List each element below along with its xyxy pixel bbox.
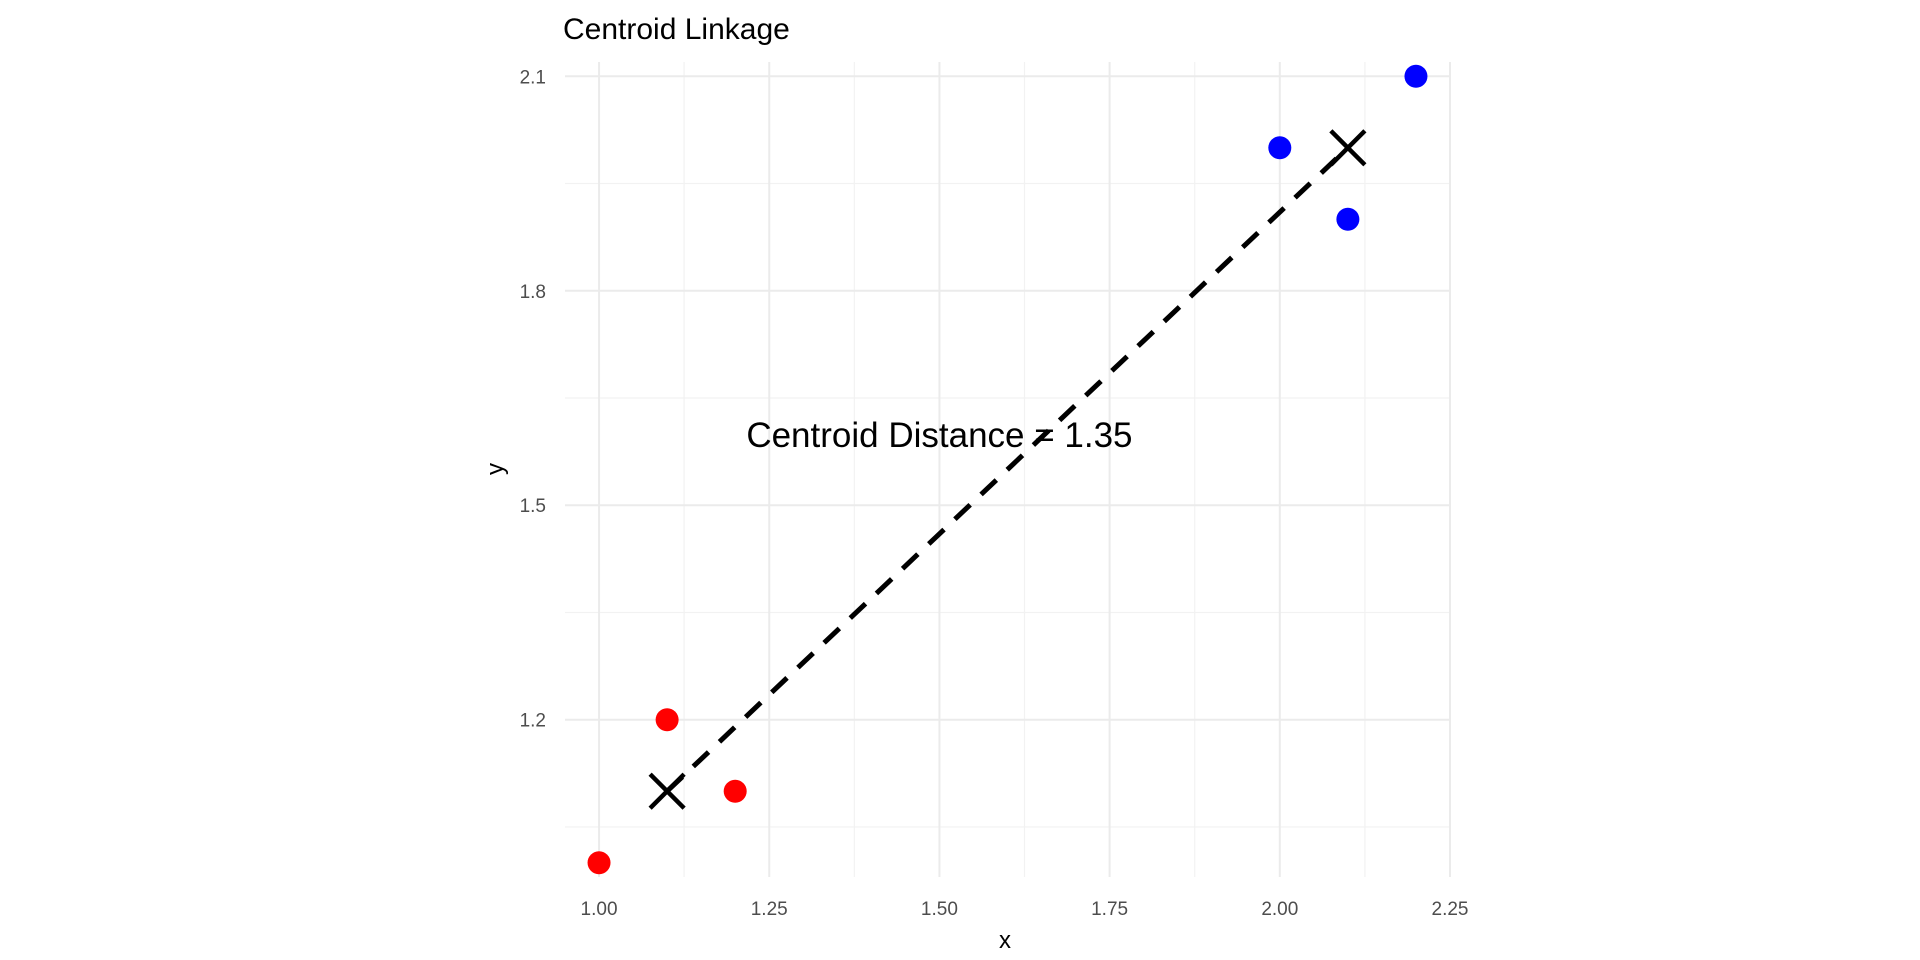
data-point-series-1 xyxy=(587,851,611,875)
data-point-series-2 xyxy=(1336,207,1360,231)
x-tick-label: 1.00 xyxy=(581,899,618,920)
centroid-distance-annotation: Centroid Distance = 1.35 xyxy=(746,416,1132,455)
centroid-marker-2 xyxy=(1329,129,1367,167)
data-point-series-1 xyxy=(655,708,679,732)
centroid-marker-stroke xyxy=(648,772,686,810)
centroid-markers-layer xyxy=(648,129,1367,810)
x-tick-label: 2.00 xyxy=(1261,899,1298,920)
y-tick-label: 1.5 xyxy=(520,496,546,517)
x-axis-tick-labels: 1.00 1.25 1.50 1.75 2.00 2.25 xyxy=(581,899,1469,920)
x-tick-label: 1.75 xyxy=(1091,899,1128,920)
y-tick-label: 1.8 xyxy=(520,282,546,303)
centroid-marker-stroke xyxy=(1329,129,1367,167)
minor-gridlines xyxy=(565,62,1450,877)
x-tick-label: 2.25 xyxy=(1432,899,1469,920)
chart-title: Centroid Linkage xyxy=(563,13,790,46)
data-points-layer xyxy=(587,64,1428,875)
data-point-series-2 xyxy=(1268,136,1292,160)
centroid-marker-1 xyxy=(648,772,686,810)
major-gridlines xyxy=(565,62,1451,877)
y-axis-label: y xyxy=(482,463,509,475)
x-tick-label: 1.50 xyxy=(921,899,958,920)
centroid-connector-line xyxy=(665,145,1350,794)
data-point-series-1 xyxy=(723,779,747,803)
data-point-series-2 xyxy=(1404,64,1428,88)
y-axis-tick-labels: 1.2 1.5 1.8 2.1 xyxy=(520,67,546,731)
y-tick-label: 2.1 xyxy=(520,67,546,88)
y-tick-label: 1.2 xyxy=(520,711,546,732)
x-tick-label: 1.25 xyxy=(751,899,788,920)
x-axis-label: x xyxy=(999,927,1011,954)
centroid-connector-layer xyxy=(665,145,1350,794)
